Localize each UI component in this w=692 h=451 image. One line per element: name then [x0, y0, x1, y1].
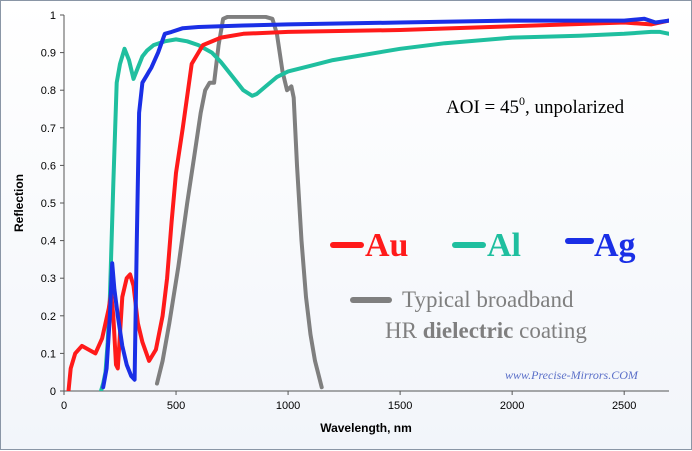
- y-tick-label: 0.8: [41, 85, 56, 97]
- x-tick-label: 0: [61, 400, 67, 412]
- x-tick-label: 1500: [388, 400, 412, 412]
- legend-label-au: Au: [365, 227, 408, 264]
- series-line-ag: [101, 16, 669, 390]
- legend-label-dielectric-line1: Typical broadband: [402, 287, 574, 312]
- watermark-link[interactable]: www.Precise-Mirrors.COM: [505, 368, 639, 382]
- legend-label-dielectric-line2: HR dielectric coating: [385, 318, 587, 343]
- x-axis-title: Wavelength, nm: [320, 421, 412, 435]
- aoi-annotation: AOI = 450, unpolarized: [446, 94, 625, 118]
- legend-item-ag: Ag: [565, 227, 636, 264]
- legend-item-dielectric: Typical broadband HR dielectric coating: [350, 287, 587, 343]
- x-tick-label: 2000: [500, 400, 524, 412]
- y-ticks: 0 0.1 0.2 0.3 0.4 0.5 0.6 0.7 0.8 0.9 1: [41, 10, 64, 398]
- x-tick-label: 1000: [276, 400, 300, 412]
- y-tick-label: 1: [50, 10, 56, 22]
- y-tick-label: 0.7: [41, 123, 56, 135]
- legend-item-al: Al: [452, 227, 521, 264]
- legend-item-au: Au: [330, 227, 408, 264]
- x-tick-label: 500: [167, 400, 185, 412]
- y-tick-label: 0.2: [41, 311, 56, 323]
- y-tick-label: 0.9: [41, 48, 56, 60]
- y-axis-title: Reflection: [12, 174, 26, 232]
- series-line-au: [66, 18, 669, 391]
- series-line-dielectric: [155, 15, 324, 390]
- x-ticks: 0 500 1000 1500 2000 2500: [61, 391, 636, 412]
- x-tick-label: 2500: [612, 400, 636, 412]
- legend-label-ag: Ag: [594, 227, 636, 264]
- legend-label-al: Al: [487, 227, 521, 264]
- y-tick-label: 0.4: [41, 236, 56, 248]
- legend: Au Al Ag Typical broadband HR dielectric…: [330, 227, 636, 343]
- y-tick-label: 0: [50, 386, 56, 398]
- y-tick-label: 0.3: [41, 273, 56, 285]
- series: [66, 15, 669, 391]
- y-tick-label: 0.6: [41, 160, 56, 172]
- series-line-al: [99, 29, 669, 391]
- y-tick-label: 0.5: [41, 198, 56, 210]
- y-tick-label: 0.1: [41, 348, 56, 360]
